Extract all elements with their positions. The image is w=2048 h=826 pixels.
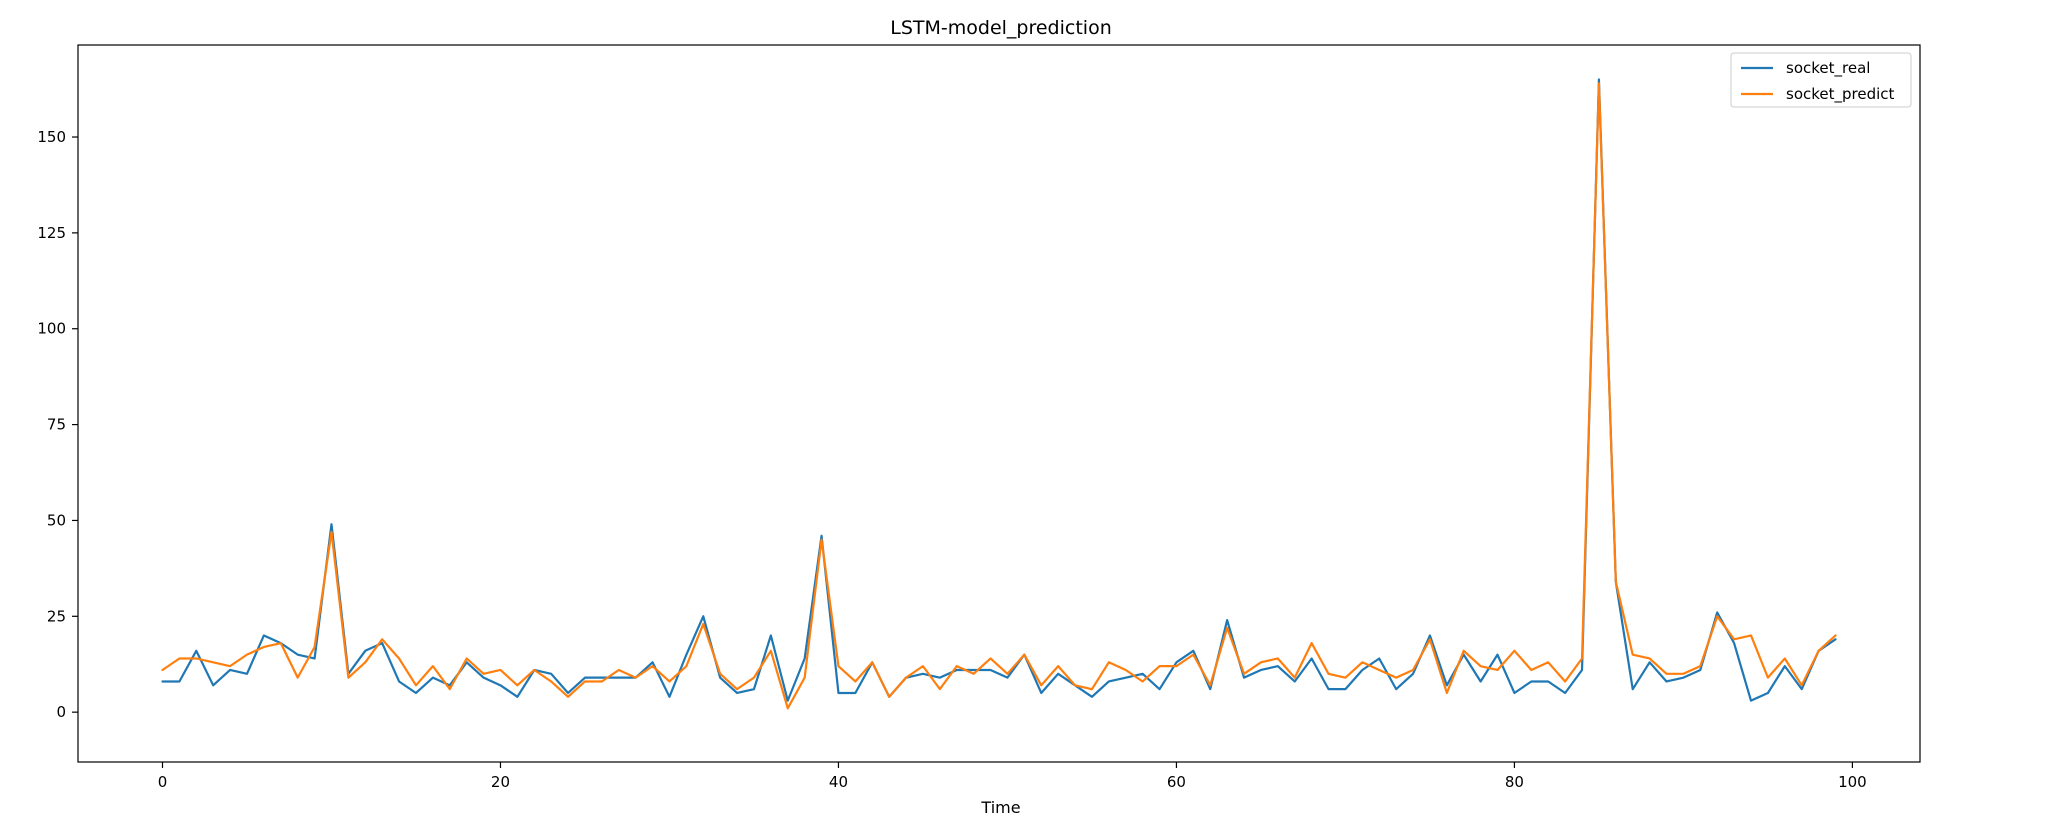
series-line-socket_predict	[161, 82, 1837, 710]
y-tick-label: 75	[47, 416, 66, 434]
y-tick-label: 100	[37, 320, 66, 338]
chart-title: LSTM-model_prediction	[890, 17, 1112, 39]
x-tick-label: 60	[1167, 773, 1186, 791]
legend: socket_real socket_predict	[1730, 52, 1912, 108]
y-tick-label: 125	[37, 224, 66, 242]
axes-frame	[77, 44, 1921, 763]
y-tick-label: 0	[56, 703, 66, 721]
y-tick-label: 25	[47, 607, 66, 625]
y-tick-label: 50	[47, 511, 66, 529]
legend-box	[1730, 52, 1912, 108]
legend-label-socket_predict: socket_predict	[1786, 85, 1895, 104]
legend-label-socket_real: socket_real	[1786, 59, 1870, 78]
x-tick-label: 0	[158, 773, 168, 791]
x-tick-label: 100	[1838, 773, 1867, 791]
x-tick-label: 20	[491, 773, 510, 791]
y-tick-label: 150	[37, 128, 66, 146]
series-line-socket_real	[161, 78, 1837, 702]
x-tick-label: 40	[829, 773, 848, 791]
x-tick-label: 80	[1505, 773, 1524, 791]
plot-area: 0 20 40 60 80 100 0 25 50 75 100 125 150	[37, 44, 1921, 791]
x-axis-label: Time	[980, 798, 1020, 817]
